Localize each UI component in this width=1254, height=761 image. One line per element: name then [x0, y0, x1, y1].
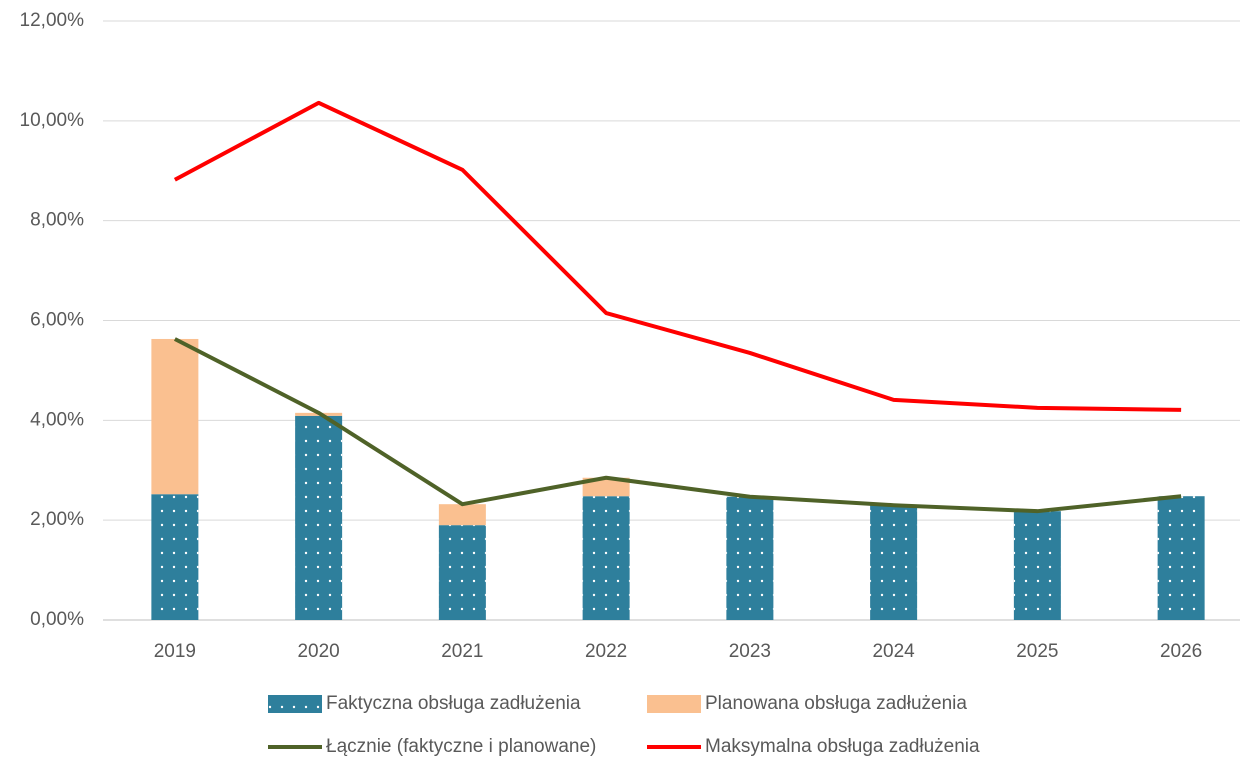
y-tick-label: 0,00%: [30, 609, 84, 630]
y-tick-label: 8,00%: [30, 210, 84, 231]
line: [173, 337, 1182, 514]
legend-swatch-pattern: [268, 695, 322, 713]
y-tick-label: 2,00%: [30, 509, 84, 530]
x-tick-label: 2025: [1016, 641, 1058, 662]
legend-label: Faktyczna obsługa zadłużenia: [326, 693, 581, 714]
bar: [582, 477, 630, 497]
x-tick-label: 2021: [441, 641, 483, 662]
x-tick-label: 2020: [297, 641, 339, 662]
legend-label: Maksymalna obsługa zadłużenia: [705, 736, 980, 757]
x-tick-label: 2024: [872, 641, 915, 662]
bar: [438, 504, 486, 526]
bar: [151, 338, 199, 495]
bar-pattern: [870, 505, 918, 620]
bar-pattern: [438, 525, 486, 620]
legend-swatch: [647, 695, 701, 713]
bar-pattern: [151, 494, 199, 620]
bar-pattern: [726, 496, 774, 620]
x-tick-label: 2019: [154, 641, 196, 662]
x-tick-label: 2026: [1160, 641, 1202, 662]
bar-pattern: [1013, 511, 1061, 620]
y-tick-label: 4,00%: [30, 409, 84, 430]
x-tick-label: 2023: [729, 641, 771, 662]
y-tick-label: 12,00%: [20, 10, 85, 31]
bar-pattern: [295, 415, 343, 620]
legend-label: Łącznie (faktyczne i planowane): [326, 736, 596, 757]
bar-pattern: [1157, 496, 1205, 620]
legend-label: Planowana obsługa zadłużenia: [705, 693, 967, 714]
line: [173, 100, 1182, 412]
x-tick-label: 2022: [585, 641, 627, 662]
bar-pattern: [582, 496, 630, 620]
y-tick-label: 10,00%: [20, 110, 85, 131]
y-tick-label: 6,00%: [30, 310, 84, 331]
